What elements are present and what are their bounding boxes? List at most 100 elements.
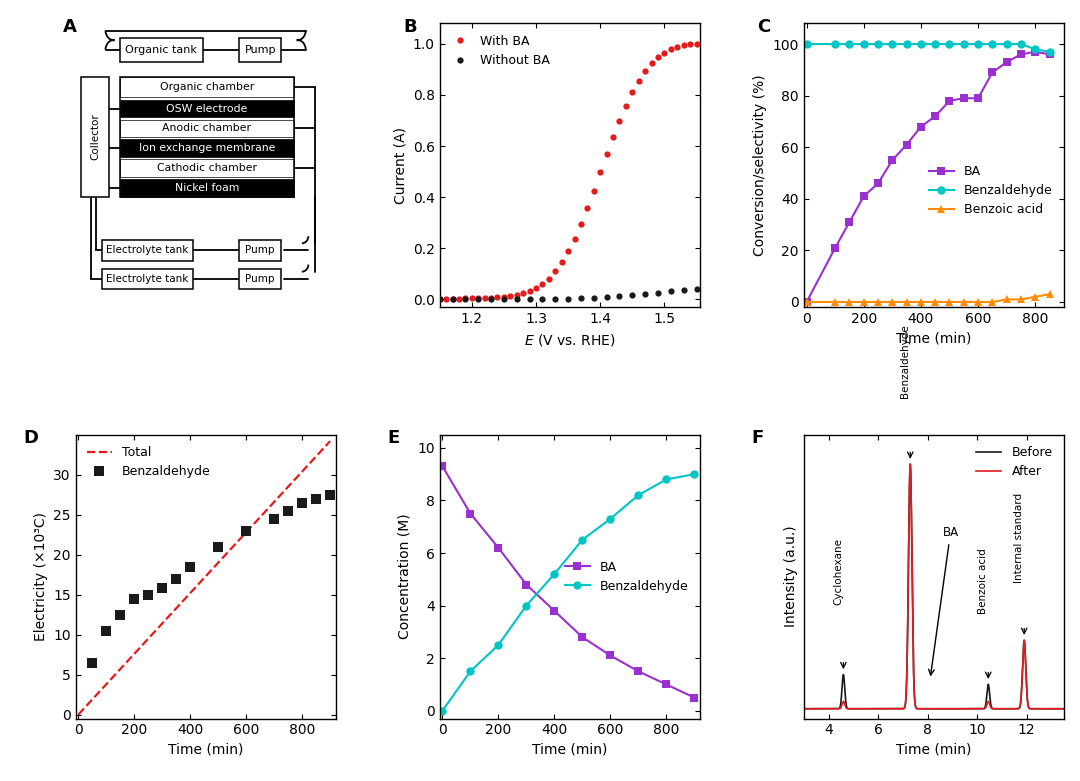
With BA <box>536 280 549 289</box>
Total <box>198 573 211 583</box>
Without BA <box>536 294 549 304</box>
BA <box>972 94 985 103</box>
BA <box>872 179 885 188</box>
Without BA <box>562 294 575 303</box>
Benzaldehyde <box>1029 45 1042 54</box>
Benzoic acid <box>900 298 913 307</box>
Without BA <box>651 288 664 298</box>
Line: Without BA: Without BA <box>436 286 700 302</box>
Before <box>954 704 967 713</box>
With BA <box>433 294 446 303</box>
Y-axis label: Concentration (M): Concentration (M) <box>397 514 411 640</box>
Without BA <box>446 294 459 304</box>
BA <box>843 217 856 226</box>
BA <box>660 679 673 689</box>
X-axis label: Time (min): Time (min) <box>532 743 607 757</box>
BA <box>491 543 504 552</box>
Before <box>1057 704 1070 713</box>
Benzaldehyde <box>828 39 841 48</box>
FancyBboxPatch shape <box>102 241 192 261</box>
Without BA <box>638 289 651 298</box>
Without BA <box>498 294 511 304</box>
Benzaldehyde <box>212 542 225 551</box>
Benzaldehyde <box>1014 39 1027 48</box>
After <box>896 704 909 713</box>
With BA <box>568 234 581 244</box>
X-axis label: Time (min): Time (min) <box>896 332 972 345</box>
With BA <box>664 45 677 54</box>
With BA <box>465 294 478 303</box>
After <box>991 704 1004 713</box>
BA <box>1014 50 1027 59</box>
Text: Pump: Pump <box>245 245 275 255</box>
BA <box>929 112 942 121</box>
With BA <box>632 77 645 86</box>
FancyBboxPatch shape <box>120 119 294 137</box>
With BA <box>645 59 658 68</box>
Before <box>991 704 1004 713</box>
Text: D: D <box>24 429 39 448</box>
Line: Benzoic acid: Benzoic acid <box>802 290 1054 306</box>
With BA <box>523 287 536 296</box>
With BA <box>620 101 633 110</box>
Benzaldehyde <box>872 39 885 48</box>
With BA <box>575 219 588 229</box>
Benzoic acid <box>886 298 899 307</box>
Before <box>845 704 858 713</box>
With BA <box>491 293 504 302</box>
Benzaldehyde <box>113 610 126 619</box>
With BA <box>671 42 684 52</box>
Text: Benzoic acid: Benzoic acid <box>978 549 988 615</box>
Legend: BA, Benzaldehyde, Benzoic acid: BA, Benzaldehyde, Benzoic acid <box>923 160 1057 222</box>
Benzoic acid <box>957 298 970 307</box>
BA <box>943 96 956 105</box>
With BA <box>581 203 594 212</box>
With BA <box>446 294 459 303</box>
With BA <box>516 289 529 298</box>
With BA <box>684 40 697 49</box>
Benzoic acid <box>1043 290 1056 299</box>
Benzaldehyde <box>972 39 985 48</box>
After <box>845 704 858 713</box>
Text: Pump: Pump <box>244 45 276 55</box>
With BA <box>555 258 568 267</box>
Text: Pump: Pump <box>245 274 275 284</box>
BA <box>576 633 589 642</box>
FancyBboxPatch shape <box>120 77 294 98</box>
Text: A: A <box>63 18 77 36</box>
With BA <box>485 293 498 302</box>
With BA <box>478 293 491 302</box>
Benzaldehyde <box>886 39 899 48</box>
Text: Electrolyte tank: Electrolyte tank <box>106 245 188 255</box>
FancyBboxPatch shape <box>240 241 281 261</box>
X-axis label: Time (min): Time (min) <box>896 743 972 757</box>
Without BA <box>677 286 690 295</box>
Total <box>113 665 126 674</box>
Total <box>268 497 281 507</box>
With BA <box>600 150 613 159</box>
Without BA <box>664 287 677 296</box>
Benzaldehyde <box>127 594 140 604</box>
Benzaldehyde <box>986 39 999 48</box>
With BA <box>658 48 671 57</box>
With BA <box>613 116 626 125</box>
Benzoic acid <box>1000 294 1013 304</box>
With BA <box>529 284 542 293</box>
Benzoic acid <box>828 298 841 307</box>
Total <box>254 512 267 522</box>
With BA <box>440 294 453 303</box>
BA <box>1043 50 1056 59</box>
Text: Benzaldehyde: Benzaldehyde <box>901 325 910 398</box>
Without BA <box>613 291 626 301</box>
FancyBboxPatch shape <box>120 179 294 197</box>
BA <box>604 651 617 660</box>
Benzaldehyde <box>464 666 477 676</box>
Benzaldehyde <box>519 601 532 610</box>
Total <box>184 588 197 597</box>
Without BA <box>433 294 446 304</box>
Total <box>310 451 323 461</box>
X-axis label: $E$ (V vs. RHE): $E$ (V vs. RHE) <box>524 332 616 348</box>
Benzaldehyde <box>156 583 168 593</box>
Line: Benzaldehyde: Benzaldehyde <box>438 470 699 715</box>
X-axis label: Time (min): Time (min) <box>167 743 243 757</box>
